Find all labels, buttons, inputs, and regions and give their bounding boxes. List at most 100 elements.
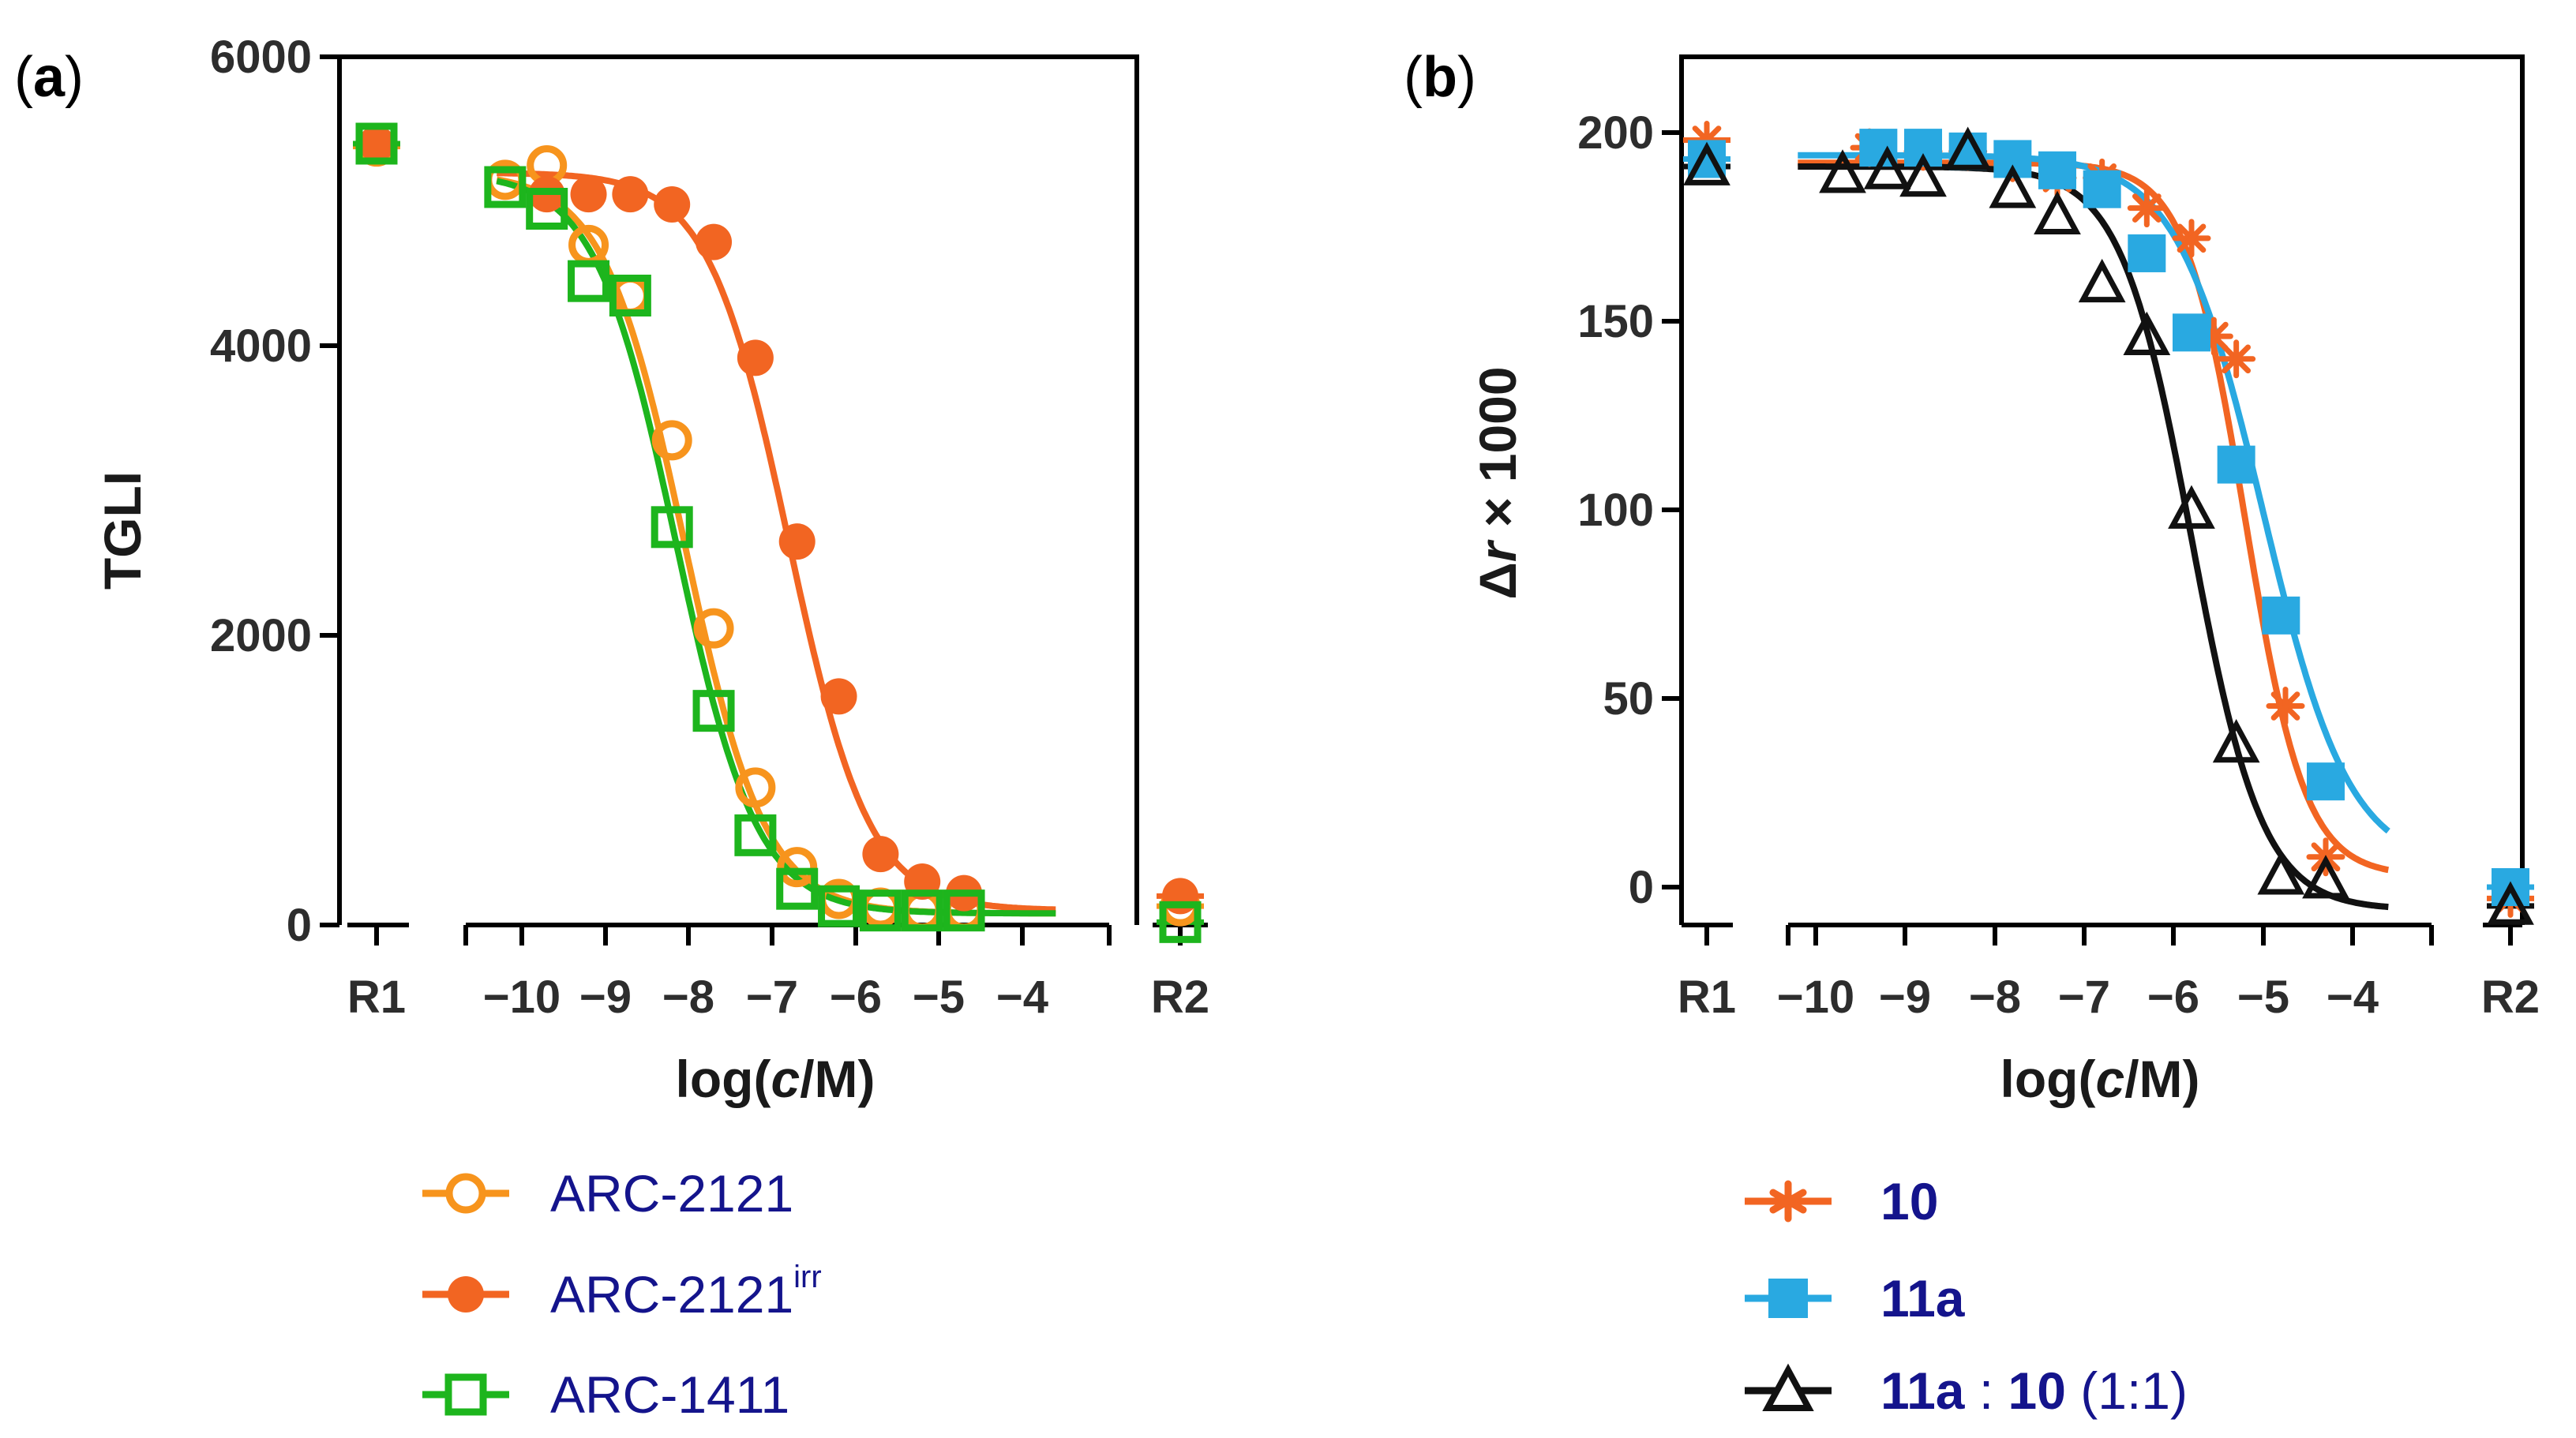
r2-point-arc-1411 [1159,901,1202,943]
r1-point-arc-1411 [355,122,398,165]
legend-filled-square-marker [1768,1279,1808,1318]
legend-entry-10: 10 [1745,1172,1938,1230]
data-point-arc-2121irr [654,186,691,223]
data-point-11a-10-1-1- [1819,149,1866,193]
data-point-11a-10-1-1- [1863,145,1911,189]
data-point-11a-10-1-1- [2123,311,2171,356]
data-point-arc-2121 [777,847,818,888]
legend-filled-circle-marker [448,1276,484,1313]
data-point-arc-2121 [651,420,692,461]
panel-a-y-ticks: 0 2000 4000 6000 [210,32,339,951]
panel-a-x-ticks: R1 −10 −9 −8 −7 −6 −5 −4 R2 [347,925,1209,1023]
panel-b-xtick-label: −5 [2237,972,2289,1023]
data-point-arc-2121irr [737,339,774,376]
panel-b-label: (b) [1404,46,1476,109]
data-point-11a-10-1-1- [1944,126,1992,170]
panel-b-xtick-label: −6 [2147,972,2199,1023]
panel-a-ytick-label: 4000 [210,320,312,372]
panel-b-ytick-label: 50 [1603,673,1654,725]
data-point-arc-1411 [818,885,861,927]
data-point-arc-2121 [693,608,734,649]
data-point-11a-10-1-1- [2257,851,2305,895]
panel-b-xtick-label: −7 [2058,972,2110,1023]
panel-a-frame [337,54,1139,925]
data-point-arc-1411 [943,889,985,932]
data-point-11a-10-1-1- [2302,855,2349,899]
data-point-arc-2121 [735,767,776,808]
data-point-11a [2083,170,2121,208]
data-point-11a [2172,313,2210,352]
panel-a-fit-curves [353,140,1204,925]
panel-a-legend: ARC-2121 ARC-2121irr ARC-1411 [422,1164,822,1424]
data-point-arc-2121irr [862,836,899,873]
data-point-arc-1411 [901,889,943,932]
panel-a-xtick-label: −8 [662,972,714,1023]
panel-b-x-axis-label: log(c/M) [2000,1050,2200,1108]
data-point-11a [2128,234,2166,272]
panel-a-data-points [355,122,1202,943]
panel-a-xtick-label: −9 [579,972,632,1023]
data-point-11a [2217,445,2255,484]
data-point-11a-10-1-1- [2212,718,2260,763]
data-point-arc-1411 [734,814,777,856]
legend-open-triangle-marker [1762,1363,1814,1411]
legend-entry-arc-2121: ARC-2121 [422,1164,793,1223]
legend-label: 11a [1880,1269,1966,1328]
data-point-arc-2121irr [570,176,607,213]
panel-b: (b) Δr × 1000 0 50 100 150 200 [1404,46,2540,1420]
panel-b-xtick-label: −10 [1777,972,1854,1023]
panel-b-fit-curves [1683,137,2534,911]
legend-label: 11a : 10 (1:1) [1880,1361,2188,1420]
panel-b-xtick-label: −9 [1879,972,1931,1023]
data-point-arc-1411 [692,690,735,732]
data-point-arc-1411 [609,275,651,316]
legend-label: ARC-2121irr [550,1260,822,1324]
panel-a-xtick-label-r1: R1 [347,972,406,1023]
data-point-arc-2121irr [612,176,649,213]
legend-entry-arc-2121irr: ARC-2121irr [422,1260,822,1324]
legend-label: 10 [1880,1172,1938,1230]
panel-b-x-ticks: R1 −10 −9 −8 −7 −6 −5 −4 R2 [1678,925,2540,1023]
data-point-10 [2266,687,2305,726]
panel-b-ytick-label: 100 [1577,485,1654,536]
panel-b-y-axis-label: Δr × 1000 [1468,366,1527,599]
legend-open-square-marker [444,1373,487,1416]
data-point-arc-1411 [776,867,819,910]
r1-point-arc-2121irr [358,125,395,162]
data-point-arc-1411 [484,166,527,208]
legend-entry-11a-10-mix: 11a : 10 (1:1) [1745,1361,2188,1420]
fit-curve-arc-2121 [496,176,1056,917]
data-point-arc-1411 [568,260,610,302]
r2-point-arc-2121irr [1162,878,1198,915]
panel-b-data-points [1683,121,2534,925]
panel-b-xtick-label: −4 [2327,972,2379,1023]
panel-a-xtick-label: −4 [996,972,1048,1023]
fit-curve-10 [1798,159,2389,874]
panel-a-xtick-label: −7 [746,972,798,1023]
panel-b-y-ticks: 0 50 100 150 200 [1577,107,1682,913]
panel-b-ytick-label: 200 [1577,107,1654,159]
data-point-11a [2262,596,2300,635]
fit-curve-11a [1798,152,2390,834]
panel-b-legend: 10 11a 11a : 10 (1:1) [1745,1172,2188,1420]
legend-entry-11a: 11a [1745,1269,1966,1328]
panel-a: (a) TGLI 0 2000 4000 6000 [14,32,1209,1424]
data-point-arc-2121irr [820,678,857,715]
data-point-11a-10-1-1- [2034,190,2081,235]
data-point-10 [2172,219,2211,258]
panel-b-frame [1679,54,2525,925]
data-point-11a-10-1-1- [2078,258,2126,303]
panel-a-xtick-label: −5 [913,972,965,1023]
fit-curve-arc-1411 [496,178,1056,917]
data-point-11a [2306,762,2345,801]
data-point-11a-10-1-1- [1899,152,1947,197]
data-point-11a [2038,151,2076,189]
panel-b-xtick-label-r1: R1 [1678,972,1736,1023]
panel-b-ytick-label: 0 [1629,862,1654,913]
panel-a-xtick-label: −6 [830,972,882,1023]
r1-point-11a-10-1-1- [1683,141,1730,185]
panel-a-xtick-label-r2: R2 [1151,972,1209,1023]
panel-b-xtick-label: −8 [1969,972,2021,1023]
panel-a-ytick-label: 0 [287,900,312,951]
